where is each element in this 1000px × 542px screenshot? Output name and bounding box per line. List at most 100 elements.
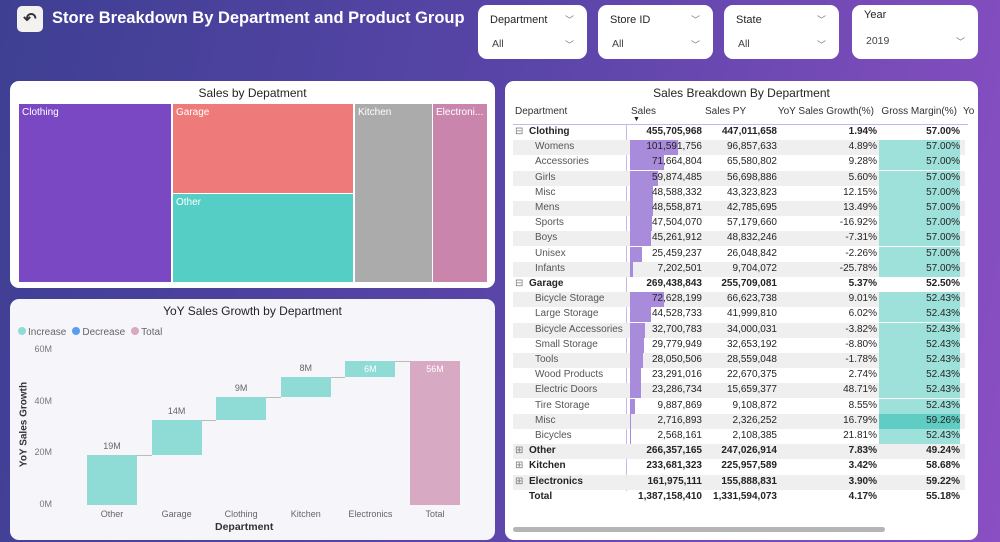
table-row[interactable]: ⊟ Garage 269,438,843 255,709,081 5.37% 52.50%	[513, 277, 965, 292]
legend-total[interactable]: Total	[131, 327, 162, 338]
bar-total[interactable]	[410, 361, 460, 505]
department-filter[interactable]: Department ﹀ All ﹀	[478, 5, 587, 59]
treemap-title: Sales by Depatment	[198, 86, 307, 100]
back-button[interactable]: ↶	[17, 6, 43, 32]
expand-icon[interactable]: ⊞	[515, 460, 524, 472]
table-row[interactable]: Tools 28,050,506 28,559,048 -1.78% 52.43%	[513, 353, 965, 368]
connector-line	[201, 419, 217, 421]
x-tick-label: Electronics	[348, 509, 393, 519]
yoy-value: 48.71%	[843, 384, 877, 396]
sales-value: 23,291,016	[651, 369, 702, 381]
table-row[interactable]: ⊞ Other 266,357,165 247,026,914 7.83% 49.24%	[513, 444, 965, 460]
table-row[interactable]: Infants 7,202,501 9,704,072 -25.78% 57.00%	[513, 261, 965, 277]
gross-margin-value: 57.00%	[926, 171, 960, 183]
y-tick-label: 0M	[39, 499, 52, 509]
bar-electronics[interactable]	[345, 361, 396, 378]
sales-py-value: 1,331,594,073	[713, 490, 777, 502]
chevron-down-icon[interactable]: ﹀	[564, 40, 574, 50]
table-row[interactable]: Wood Products 23,291,016 22,670,375 2.74% 52…	[513, 368, 965, 384]
gross-margin-value: 57.00%	[926, 262, 960, 274]
gross-margin-highlight	[879, 185, 960, 201]
bar-kitchen[interactable]	[280, 377, 331, 398]
treemap-tile-clothing[interactable]: Clothing	[18, 103, 172, 283]
row-label: Tools	[535, 354, 559, 365]
table-row[interactable]: ⊞ Kitchen 233,681,323 225,957,589 3.42% 58.68…	[513, 459, 965, 474]
table-row[interactable]: Accessories 71,664,804 65,580,802 9.28% 57.0…	[513, 155, 965, 171]
table-row[interactable]: Misc 2,716,893 2,326,252 16.79% 59.26%	[513, 413, 965, 429]
legend-label: Total	[141, 327, 163, 338]
filter-value[interactable]: All	[612, 38, 624, 50]
table-row[interactable]: Unisex 25,459,237 26,048,842 -2.26% 57.00%	[513, 246, 965, 262]
filter-value[interactable]: All	[492, 38, 504, 50]
row-label: Large Storage	[535, 308, 599, 320]
yoy-value: 5.37%	[848, 278, 877, 289]
expand-icon[interactable]: ⊞	[515, 445, 524, 457]
table-row[interactable]: Bicycle Accessories 32,700,783 34,000,031 -…	[513, 322, 965, 338]
table-row[interactable]: Small Storage 29,779,949 32,653,192 -8.80% 5…	[513, 337, 965, 353]
horizontal-scrollbar[interactable]	[513, 527, 885, 532]
chart-title: YoY Sales Growth by Department	[163, 304, 342, 318]
table-row[interactable]: Total 1,387,158,410 1,331,594,073 4.17% 55.1…	[513, 490, 965, 505]
yoy-value: -3.82%	[845, 323, 877, 335]
state-filter[interactable]: State ﹀ All ﹀	[724, 5, 839, 59]
x-axis-label: Department	[215, 521, 274, 533]
sales-data-bar	[630, 170, 659, 186]
gross-margin-value: 57.00%	[926, 217, 960, 229]
table-row[interactable]: Mens 48,558,871 42,785,695 13.49% 57.00%	[513, 201, 965, 216]
chevron-down-icon[interactable]: ﹀	[816, 40, 826, 50]
table-row[interactable]: ⊞ Electronics 161,975,111 155,888,831 3.90% 5…	[513, 474, 965, 490]
gross-margin-value: 58.68%	[926, 460, 960, 472]
treemap-tile-other[interactable]: Other	[172, 193, 354, 283]
y-tick-label: 60M	[34, 344, 52, 354]
table-row[interactable]: Bicycles 2,568,161 2,108,385 21.81% 52.43%	[513, 429, 965, 444]
column-header-gross-margin[interactable]: Gross Margin(%)	[881, 106, 957, 117]
x-tick-label: Total	[425, 509, 445, 519]
gross-margin-highlight	[879, 307, 960, 323]
filter-value[interactable]: All	[738, 38, 750, 50]
sales-value: 233,681,323	[646, 460, 702, 472]
column-header-department[interactable]: Department	[515, 106, 568, 117]
gross-margin-value: 49.24%	[926, 445, 960, 457]
legend-increase[interactable]: Increase	[18, 327, 66, 338]
table-row[interactable]: ⊟ Clothing 455,705,968 447,011,658 1.94% 57.0…	[513, 125, 965, 140]
filter-value[interactable]: 2019	[866, 35, 890, 47]
collapse-icon[interactable]: ⊟	[515, 126, 524, 137]
treemap-tile-garage[interactable]: Garage	[172, 103, 354, 194]
table-row[interactable]: Boys 45,261,912 48,832,246 -7.31% 57.00%	[513, 231, 965, 247]
column-header-sales-py[interactable]: Sales PY	[705, 106, 747, 117]
chevron-down-icon[interactable]: ﹀	[690, 40, 700, 50]
year-filter[interactable]: Year 2019 ﹀	[852, 5, 978, 59]
row-label: Boys	[535, 232, 558, 244]
sales-py-value: 447,011,658	[721, 126, 777, 137]
yoy-value: 4.17%	[848, 490, 877, 502]
sales-data-bar	[630, 353, 644, 368]
table-row[interactable]: Tire Storage 9,887,869 9,108,872 8.55% 52.43…	[513, 398, 965, 414]
store-id-filter[interactable]: Store ID ﹀ All ﹀	[598, 5, 713, 59]
gross-margin-highlight	[879, 261, 960, 277]
row-label: Garage	[529, 278, 564, 289]
yoy-value: 21.81%	[843, 430, 877, 441]
table-row[interactable]: Large Storage 44,528,733 41,999,810 6.02% 52…	[513, 307, 965, 323]
table-row[interactable]: Womens 101,591,756 96,857,633 4.89% 57.00%	[513, 140, 965, 156]
table-row[interactable]: Misc 48,588,332 43,323,823 12.15% 57.00%	[513, 185, 965, 201]
bar-other[interactable]	[87, 455, 137, 505]
column-header-truncated[interactable]: Yo	[963, 106, 975, 117]
sales-value: 23,286,734	[651, 384, 702, 396]
column-header-sales[interactable]: Sales	[631, 106, 657, 117]
column-header-yoy[interactable]: YoY Sales Growth(%)	[777, 106, 874, 117]
expand-icon[interactable]: ⊞	[515, 475, 524, 487]
sales-value: 59,874,485	[651, 171, 702, 183]
legend-decrease[interactable]: Decrease	[72, 327, 125, 338]
table-row[interactable]: Girls 59,874,485 56,698,886 5.60% 57.00%	[513, 170, 965, 186]
bar-garage[interactable]	[151, 419, 202, 456]
table-row[interactable]: Sports 47,504,070 57,179,660 -16.92% 57.00%	[513, 216, 965, 232]
collapse-icon[interactable]: ⊟	[515, 278, 524, 289]
bar-clothing[interactable]	[216, 397, 267, 420]
sort-desc-icon: ▼	[633, 116, 640, 123]
table-row[interactable]: Electric Doors 23,286,734 15,659,377 48.71%…	[513, 383, 965, 399]
treemap-tile-electronics[interactable]: Electroni...	[432, 103, 488, 283]
gross-margin-highlight	[879, 383, 960, 399]
table-row[interactable]: Bicycle Storage 72,628,199 66,623,738 9.01%…	[513, 292, 965, 308]
treemap-tile-kitchen[interactable]: Kitchen	[354, 103, 433, 283]
chevron-down-icon[interactable]: ﹀	[955, 37, 965, 47]
